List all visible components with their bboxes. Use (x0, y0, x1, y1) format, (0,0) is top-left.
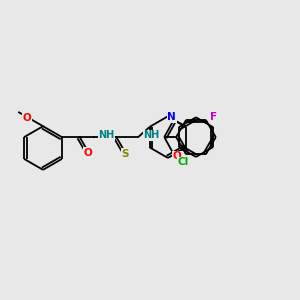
Text: O: O (172, 151, 181, 161)
Text: N: N (167, 112, 176, 122)
Text: NH: NH (143, 130, 159, 140)
Text: O: O (84, 148, 92, 158)
Text: F: F (210, 112, 218, 122)
Text: O: O (22, 113, 32, 123)
Text: Cl: Cl (178, 157, 189, 167)
Text: S: S (121, 149, 128, 159)
Text: NH: NH (98, 130, 115, 140)
